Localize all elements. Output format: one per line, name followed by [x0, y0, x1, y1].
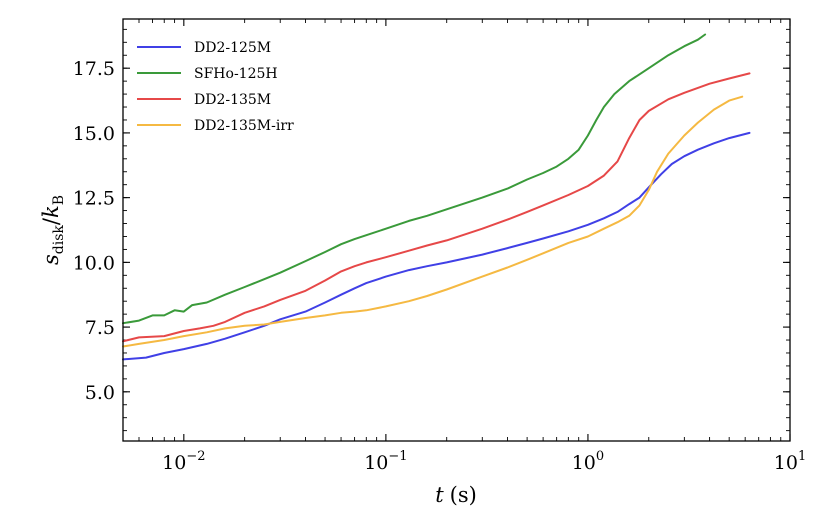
- x-tick-label: 101: [774, 449, 806, 474]
- series-line-sfho-125h: [122, 33, 707, 325]
- x-tick-label-base: 10: [572, 452, 596, 474]
- series-line-dd2-135m-irr: [122, 95, 744, 348]
- x-tick-label-base: 10: [774, 452, 798, 474]
- y-tick-label: 17.5: [73, 58, 115, 80]
- series-line-dd2-125m: [122, 131, 751, 361]
- tick-marks: [122, 19, 791, 441]
- y-tick-label: 10.0: [73, 252, 115, 274]
- x-axis-label: t (s): [435, 483, 477, 507]
- y-tick-label: 5.0: [85, 382, 115, 404]
- y-axis-label-den: k: [39, 205, 63, 218]
- y-axis-label: sdisk/kB: [39, 195, 67, 265]
- x-tick-label: 100: [572, 449, 604, 474]
- x-tick-label-exp: −1: [388, 449, 407, 464]
- y-axis-label-sub: disk: [51, 225, 67, 255]
- legend-label: DD2-135M-irr: [194, 118, 294, 134]
- legend-label: DD2-135M: [194, 92, 271, 108]
- y-tick-label: 7.5: [85, 317, 115, 339]
- x-tick-label-base: 10: [364, 452, 388, 474]
- x-axis-label-var: t: [435, 483, 444, 507]
- x-tick-label-exp: 1: [798, 449, 806, 464]
- y-tick-label: 15.0: [73, 123, 115, 145]
- legend: DD2-125M SFHo-125H DD2-135M DD2-135M-irr: [137, 40, 294, 134]
- x-tick-label: 10−2: [162, 449, 205, 474]
- x-axis-label-unit: (s): [450, 483, 477, 507]
- series-line-dd2-135m: [122, 72, 751, 343]
- x-tick-label-exp: 0: [596, 449, 604, 464]
- x-tick-label: 10−1: [364, 449, 407, 474]
- series-layer: [122, 33, 751, 361]
- x-tick-label-base: 10: [162, 452, 186, 474]
- plot-frame: [122, 18, 791, 442]
- y-axis-label-sym: s: [39, 254, 63, 265]
- x-tick-label-exp: −2: [186, 449, 205, 464]
- y-axis-label-den-sub: B: [51, 195, 67, 205]
- y-tick-label: 12.5: [73, 188, 115, 210]
- legend-label: SFHo-125H: [194, 66, 278, 82]
- legend-label: DD2-125M: [194, 40, 271, 56]
